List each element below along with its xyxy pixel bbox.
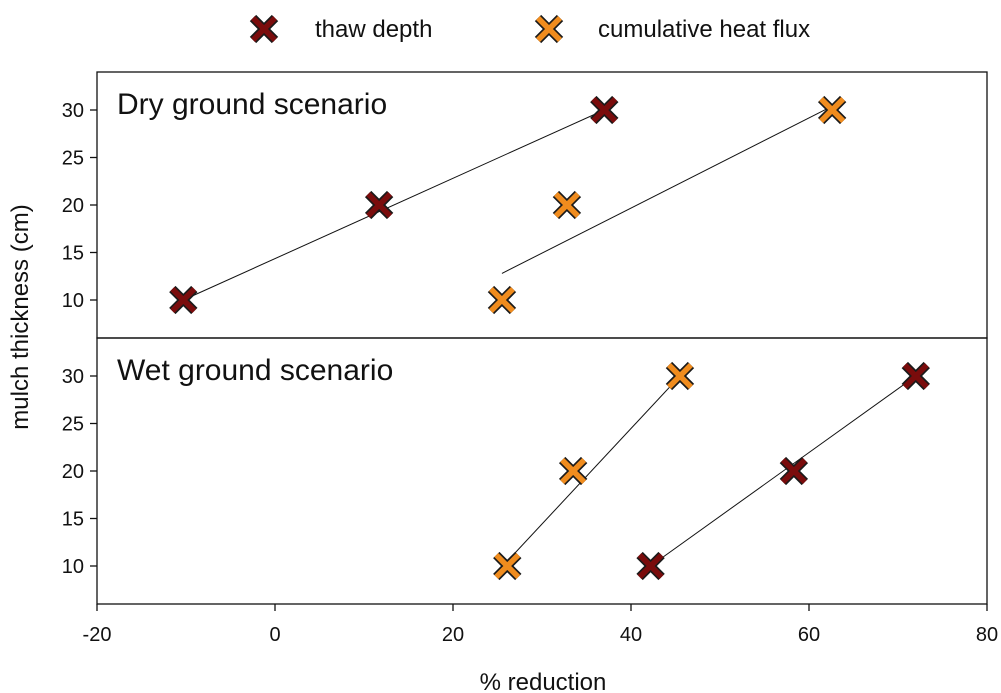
point-cumulative-heat-flux bbox=[487, 285, 517, 315]
trend-line-thaw-depth bbox=[183, 109, 605, 301]
x-tick-label: 20 bbox=[442, 624, 464, 646]
y-tick-label: 10 bbox=[62, 556, 84, 578]
legend-label-cumulative-heat-flux: cumulative heat flux bbox=[598, 16, 810, 43]
trend-line-cumulative-heat-flux bbox=[506, 375, 681, 562]
y-axis-label: mulch thickness (cm) bbox=[7, 204, 34, 429]
plot-panels: 10 15 20 25 30 Dry ground scenario 10 15 20 25 30 W… bbox=[62, 71, 988, 605]
y-tick-label: 15 bbox=[62, 243, 84, 265]
point-cumulative-heat-flux bbox=[665, 361, 695, 391]
x-tick-label: 60 bbox=[798, 624, 820, 646]
point-thaw-depth bbox=[779, 456, 809, 486]
y-tick-label: 20 bbox=[62, 461, 84, 483]
legend-marker-thaw-depth bbox=[249, 14, 279, 44]
x-tick-label: 80 bbox=[976, 624, 998, 646]
point-cumulative-heat-flux bbox=[817, 95, 847, 125]
x-tick-label: -20 bbox=[83, 624, 112, 646]
x-tick-label: 40 bbox=[620, 624, 642, 646]
x-axis-label: % reduction bbox=[480, 669, 607, 693]
point-cumulative-heat-flux bbox=[493, 551, 522, 581]
panel-wet: 10 15 20 25 30 Wet ground scenario bbox=[62, 337, 988, 605]
point-thaw-depth bbox=[364, 190, 394, 220]
trend-line-cumulative-heat-flux bbox=[501, 105, 833, 274]
legend-label-thaw-depth: thaw depth bbox=[315, 16, 432, 43]
y-tick-label: 30 bbox=[62, 100, 84, 122]
panel-dry: 10 15 20 25 30 Dry ground scenario bbox=[62, 71, 988, 339]
point-cumulative-heat-flux bbox=[552, 190, 582, 220]
x-tick-label: 0 bbox=[269, 624, 280, 646]
point-thaw-depth bbox=[590, 95, 619, 125]
point-thaw-depth bbox=[636, 551, 665, 581]
legend-marker-cumulative-heat-flux bbox=[534, 14, 564, 44]
point-thaw-depth bbox=[169, 285, 198, 315]
point-thaw-depth bbox=[901, 361, 930, 391]
point-cumulative-heat-flux bbox=[558, 456, 588, 486]
x-axis: -20 0 20 40 60 80 bbox=[83, 604, 998, 646]
y-tick-label: 30 bbox=[62, 366, 84, 388]
y-tick-label: 10 bbox=[62, 290, 84, 312]
panel-title: Wet ground scenario bbox=[117, 354, 393, 387]
panel-title: Dry ground scenario bbox=[117, 88, 387, 121]
legend: thaw depth cumulative heat flux bbox=[249, 14, 810, 44]
y-tick-label: 20 bbox=[62, 195, 84, 217]
y-tick-label: 25 bbox=[62, 414, 84, 436]
trend-line-thaw-depth bbox=[650, 375, 917, 567]
y-tick-label: 15 bbox=[62, 509, 84, 531]
y-tick-label: 25 bbox=[62, 148, 84, 170]
